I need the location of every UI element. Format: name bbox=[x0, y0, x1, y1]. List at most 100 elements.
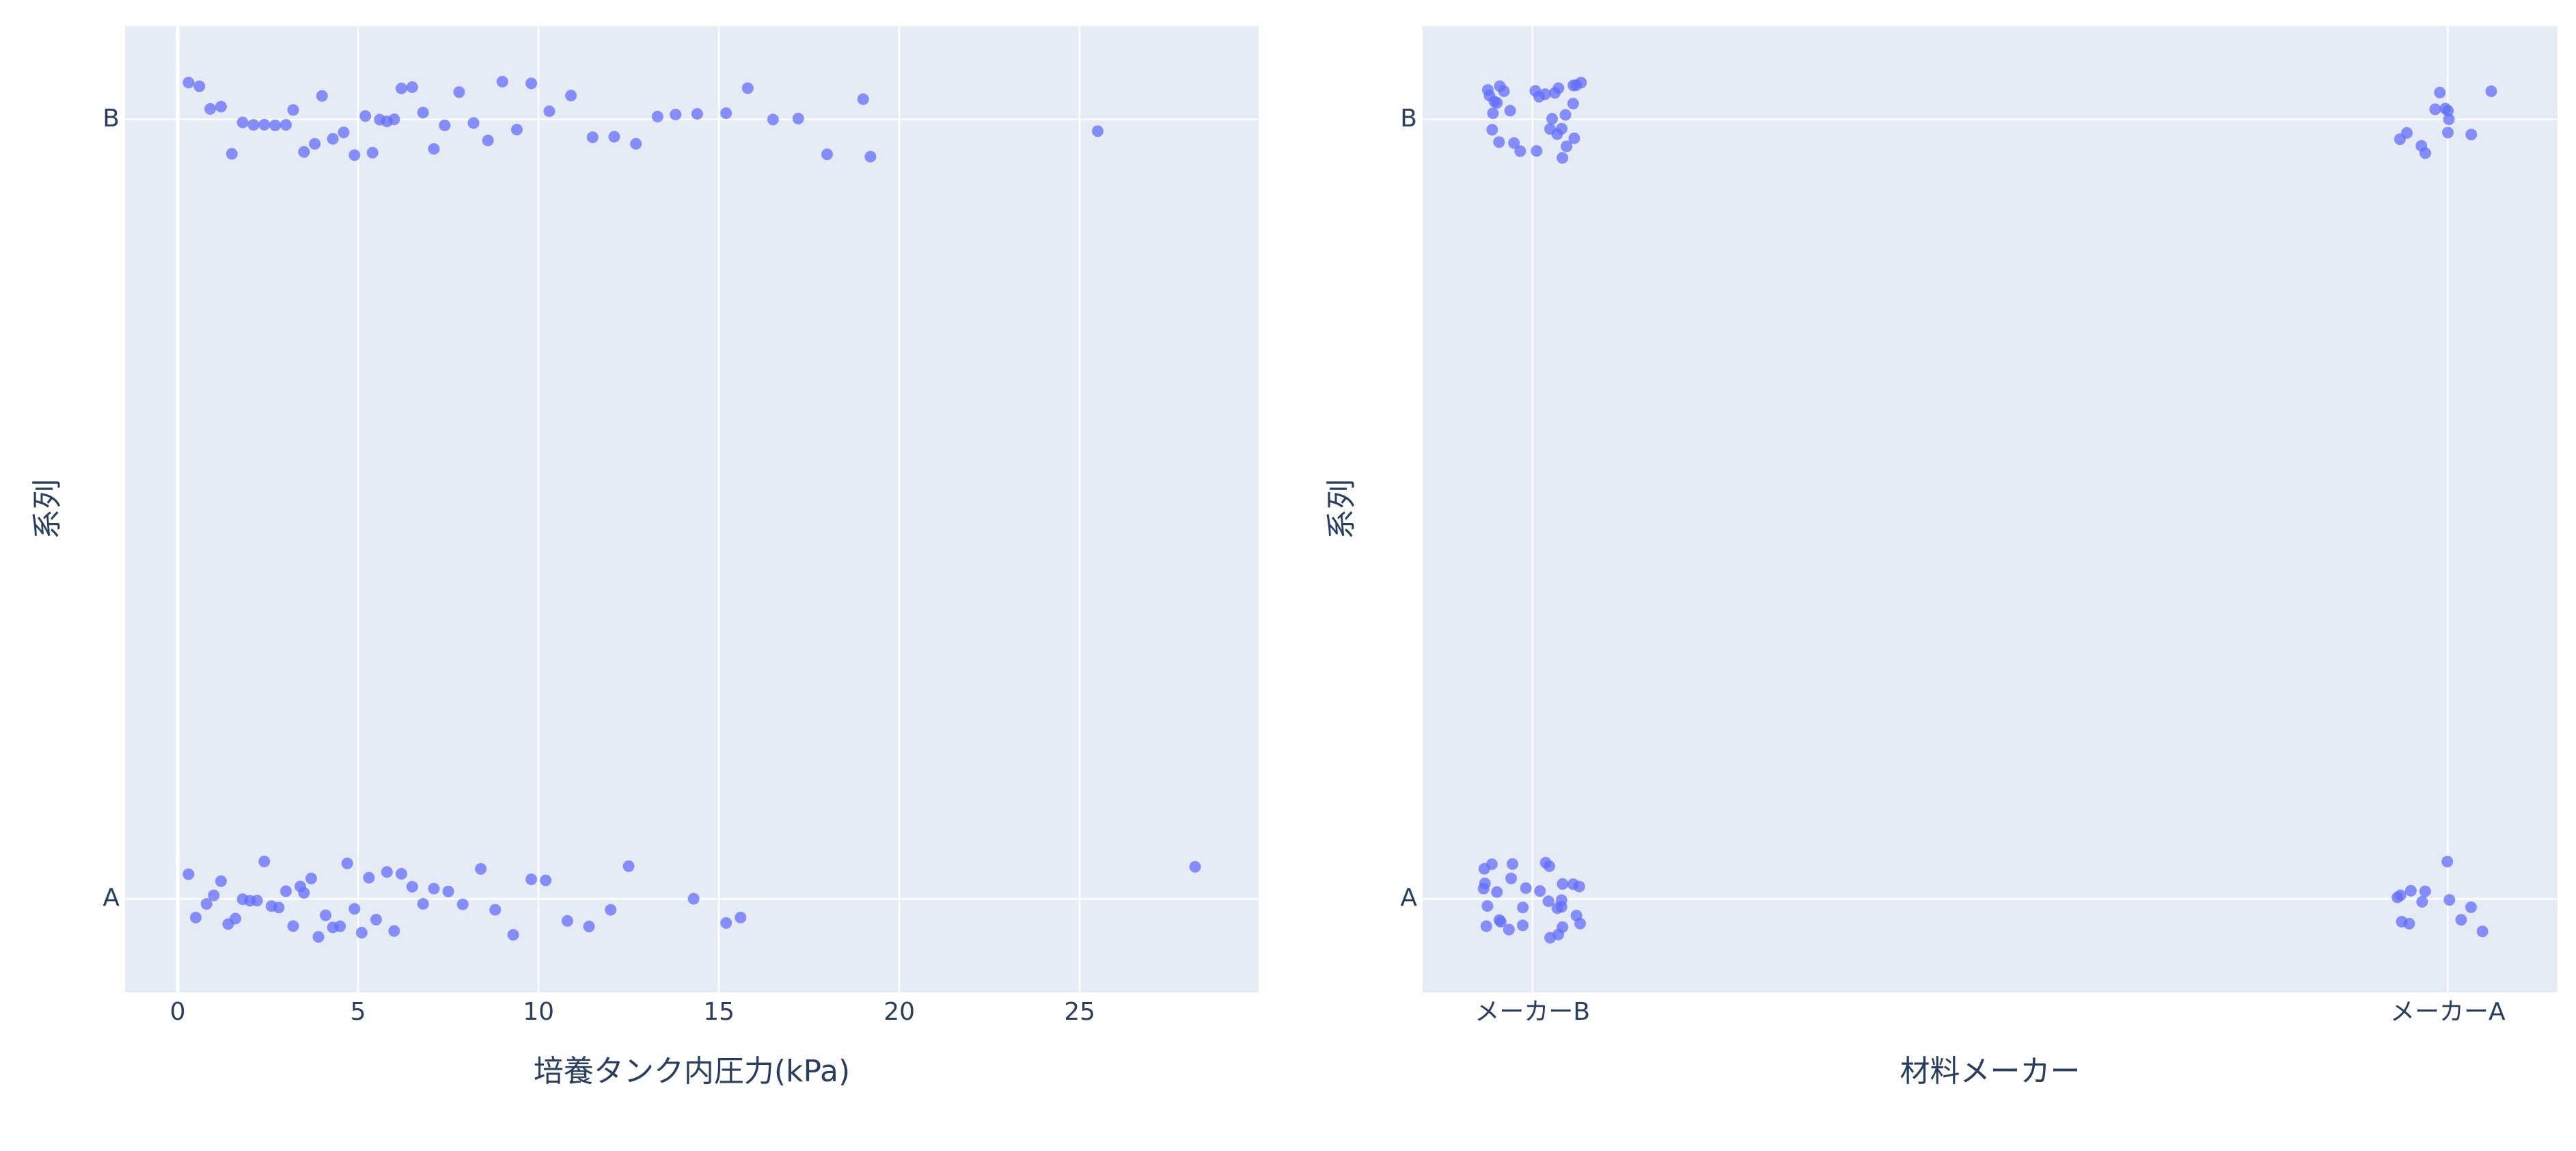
point bbox=[1567, 878, 1579, 891]
point bbox=[605, 904, 617, 916]
point bbox=[2443, 113, 2455, 126]
x-axis-title: 培養タンク内圧力(kPa) bbox=[534, 1054, 850, 1089]
point bbox=[543, 105, 556, 118]
y-tick-label: A bbox=[102, 884, 120, 912]
x-tick-label: 25 bbox=[1064, 998, 1095, 1026]
point bbox=[215, 875, 227, 887]
point bbox=[1491, 886, 1503, 898]
point bbox=[1552, 928, 1565, 940]
point bbox=[630, 137, 642, 150]
point bbox=[510, 124, 523, 136]
point bbox=[864, 150, 877, 163]
point bbox=[439, 119, 451, 131]
x-tick-label: 20 bbox=[883, 998, 915, 1026]
point bbox=[305, 872, 317, 884]
point bbox=[792, 112, 804, 124]
point bbox=[1539, 88, 1551, 100]
point bbox=[388, 113, 400, 126]
point bbox=[269, 119, 282, 131]
point bbox=[287, 104, 299, 116]
point bbox=[1568, 132, 1580, 144]
point bbox=[388, 925, 400, 937]
point bbox=[236, 116, 249, 128]
point bbox=[428, 882, 440, 895]
point bbox=[348, 149, 361, 161]
point bbox=[735, 911, 747, 923]
point bbox=[857, 93, 869, 105]
point bbox=[204, 103, 217, 115]
point bbox=[1514, 145, 1526, 157]
point bbox=[670, 109, 682, 121]
x-tick-label: 10 bbox=[523, 998, 554, 1026]
point bbox=[1508, 137, 1520, 149]
point bbox=[363, 871, 375, 884]
x-axis-title: 材料メーカー bbox=[1900, 1054, 2081, 1089]
point bbox=[1546, 113, 1559, 125]
point bbox=[182, 77, 195, 89]
markers bbox=[182, 76, 1201, 943]
point bbox=[1544, 123, 1557, 135]
point bbox=[355, 927, 368, 939]
point bbox=[1539, 856, 1552, 869]
point bbox=[230, 912, 242, 925]
y-tick-label: B bbox=[1400, 105, 1417, 133]
x-tick-label: 5 bbox=[351, 998, 366, 1026]
x-tick-label: 0 bbox=[170, 998, 186, 1026]
point bbox=[279, 885, 292, 897]
point bbox=[821, 148, 834, 161]
point bbox=[2476, 925, 2489, 938]
point bbox=[525, 874, 538, 886]
point bbox=[417, 897, 429, 910]
point bbox=[2441, 126, 2454, 139]
point bbox=[2441, 856, 2454, 868]
point bbox=[489, 904, 502, 916]
point bbox=[2465, 901, 2477, 913]
point bbox=[622, 860, 635, 872]
point bbox=[1557, 152, 1569, 164]
point bbox=[225, 148, 238, 160]
point bbox=[1574, 917, 1587, 930]
x-tick-label: メーカーB bbox=[1475, 998, 1590, 1026]
point bbox=[258, 855, 271, 867]
point bbox=[366, 146, 379, 159]
point bbox=[2465, 128, 2478, 141]
point bbox=[583, 921, 595, 933]
point bbox=[417, 107, 429, 119]
point bbox=[298, 146, 310, 158]
point bbox=[496, 76, 508, 88]
point bbox=[2485, 85, 2497, 98]
point bbox=[200, 898, 213, 910]
point bbox=[507, 929, 519, 941]
point bbox=[651, 111, 663, 123]
point bbox=[273, 902, 285, 914]
point bbox=[1551, 902, 1563, 915]
point bbox=[327, 133, 339, 145]
point bbox=[316, 90, 328, 102]
point bbox=[348, 903, 361, 915]
point bbox=[608, 131, 620, 143]
point bbox=[453, 86, 465, 98]
point bbox=[320, 909, 332, 921]
point bbox=[561, 915, 573, 927]
point bbox=[2396, 915, 2408, 927]
point bbox=[258, 118, 271, 131]
point bbox=[370, 913, 382, 925]
point bbox=[467, 117, 480, 129]
point bbox=[1480, 920, 1492, 932]
point bbox=[456, 898, 469, 910]
point bbox=[208, 889, 220, 902]
point bbox=[279, 119, 292, 131]
point bbox=[341, 857, 353, 869]
plot-background bbox=[125, 26, 1259, 992]
point bbox=[334, 920, 346, 932]
point bbox=[2419, 147, 2431, 159]
point bbox=[442, 885, 454, 897]
point bbox=[2434, 86, 2446, 98]
point bbox=[1487, 107, 1499, 120]
point bbox=[565, 90, 577, 102]
point bbox=[2443, 894, 2456, 906]
point bbox=[338, 126, 350, 139]
point bbox=[720, 107, 732, 120]
point bbox=[1552, 82, 1565, 94]
